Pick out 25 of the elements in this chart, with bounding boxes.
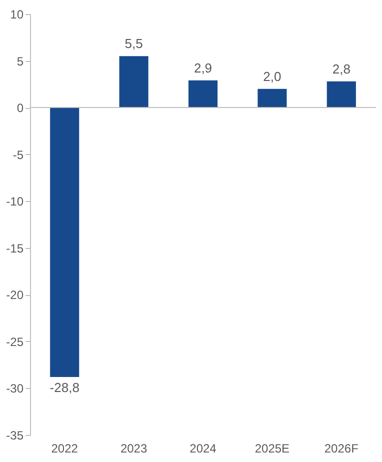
y-tick-label: -25 [6,334,24,349]
data-label: 2,9 [194,60,212,76]
y-tick-label: -5 [12,148,24,162]
data-label: 2,0 [263,68,282,84]
y-tick-label: -35 [6,428,24,442]
data-label: 5,5 [124,36,143,52]
x-tick-label: 2026F [324,442,358,456]
x-tick-label: 2023 [120,442,148,456]
y-tick-label: -10 [6,194,24,209]
bar [258,88,287,108]
data-label: 2,8 [332,61,350,76]
bar [326,81,356,108]
x-tick-label: 2025E [254,442,290,456]
y-tick-label: -15 [6,241,24,256]
y-tick-label: -20 [6,288,24,302]
bar [119,56,148,108]
y-tick-label: 0 [16,101,24,116]
y-tick-label: -30 [6,382,24,396]
y-tick-label: 10 [10,8,24,22]
x-tick-label: 2022 [51,442,78,456]
x-tick-label: 2024 [190,442,217,456]
data-label: -28,8 [50,380,80,395]
bar [188,80,218,108]
y-tick-label: 5 [16,54,24,68]
bar [50,108,80,377]
